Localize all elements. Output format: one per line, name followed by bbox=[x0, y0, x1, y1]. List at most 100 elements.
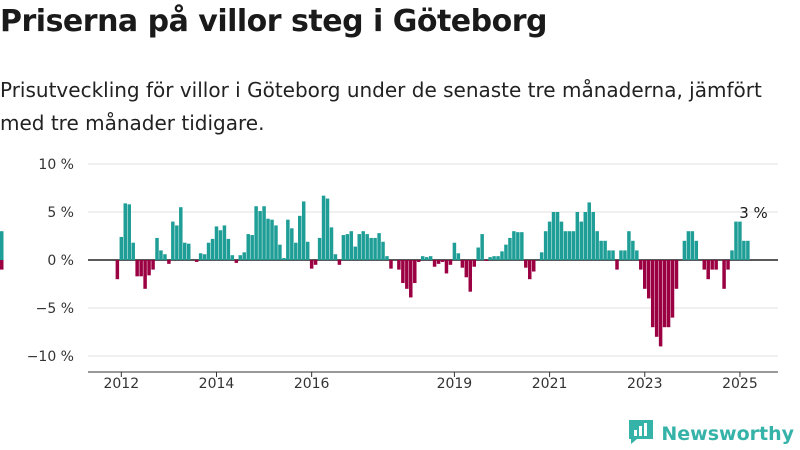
bar bbox=[270, 219, 274, 260]
bar bbox=[746, 240, 750, 260]
bar bbox=[151, 260, 155, 270]
bar bbox=[738, 221, 742, 260]
bar bbox=[472, 260, 476, 267]
bar bbox=[230, 255, 235, 260]
bar bbox=[361, 231, 365, 260]
bar bbox=[357, 234, 361, 260]
bar bbox=[524, 260, 528, 268]
bar bbox=[448, 260, 453, 265]
bar bbox=[650, 260, 655, 328]
bar bbox=[147, 260, 151, 276]
bar bbox=[658, 260, 663, 347]
bar bbox=[159, 250, 163, 260]
bar bbox=[290, 228, 294, 260]
bar bbox=[662, 260, 667, 328]
bar bbox=[420, 256, 425, 260]
bar bbox=[575, 212, 580, 260]
bar bbox=[742, 240, 746, 260]
bar bbox=[627, 231, 631, 260]
bar bbox=[694, 240, 699, 260]
newsworthy-logo[interactable]: Newsworthy bbox=[628, 420, 794, 448]
bar bbox=[238, 255, 243, 260]
bar bbox=[476, 247, 480, 260]
bar bbox=[0, 231, 4, 260]
bar bbox=[559, 221, 564, 260]
bar bbox=[389, 260, 393, 269]
bar bbox=[246, 234, 250, 260]
y-tick-label: 10 % bbox=[38, 157, 74, 173]
bar bbox=[266, 218, 270, 260]
bar bbox=[163, 254, 167, 260]
bar bbox=[115, 260, 120, 280]
bars bbox=[0, 195, 750, 347]
bar bbox=[127, 204, 131, 260]
bar bbox=[611, 250, 615, 260]
bar bbox=[214, 226, 219, 260]
bar bbox=[603, 240, 607, 260]
bar bbox=[349, 231, 354, 260]
bar bbox=[460, 260, 465, 268]
bar bbox=[409, 260, 413, 298]
bar bbox=[734, 221, 738, 260]
bar bbox=[194, 260, 199, 262]
bar bbox=[0, 260, 4, 270]
bar bbox=[202, 254, 207, 260]
bar bbox=[123, 203, 128, 260]
bar bbox=[607, 250, 611, 260]
bar bbox=[278, 244, 282, 260]
bar bbox=[179, 207, 183, 260]
bar bbox=[512, 231, 516, 260]
bar bbox=[563, 231, 568, 260]
bar bbox=[567, 231, 572, 260]
bar bbox=[452, 242, 457, 260]
bar bbox=[500, 251, 504, 260]
bar bbox=[171, 221, 175, 260]
bar bbox=[333, 254, 338, 260]
x-tick-label: 2025 bbox=[722, 376, 758, 392]
bar bbox=[206, 242, 211, 260]
bar bbox=[167, 260, 171, 264]
bar bbox=[405, 260, 409, 289]
bar bbox=[599, 240, 603, 260]
bar bbox=[274, 225, 278, 260]
bar bbox=[119, 236, 124, 260]
bar bbox=[183, 242, 187, 260]
x-tick-label: 2012 bbox=[103, 376, 139, 392]
bar bbox=[547, 221, 552, 260]
bar bbox=[329, 227, 334, 260]
bar bbox=[262, 206, 266, 260]
bar bbox=[385, 256, 389, 260]
bar bbox=[341, 235, 346, 260]
bar bbox=[702, 260, 706, 270]
bar bbox=[639, 260, 643, 270]
bar bbox=[555, 212, 560, 260]
y-tick-label: −10 % bbox=[27, 349, 74, 365]
bar bbox=[365, 234, 369, 260]
bar bbox=[143, 260, 147, 289]
bar bbox=[504, 244, 508, 260]
bar bbox=[381, 241, 385, 260]
bar bbox=[595, 231, 599, 260]
x-axis bbox=[88, 371, 778, 377]
latest-value-annotation: 3 % bbox=[739, 204, 768, 222]
bar bbox=[714, 260, 718, 270]
bar bbox=[615, 260, 619, 270]
x-tick-label: 2023 bbox=[627, 376, 663, 392]
bar bbox=[726, 260, 730, 270]
x-tick-label: 2016 bbox=[294, 376, 330, 392]
bar bbox=[551, 212, 556, 260]
bar bbox=[706, 260, 710, 280]
bar bbox=[175, 225, 179, 260]
bar bbox=[321, 195, 326, 260]
bar bbox=[397, 260, 401, 270]
bar bbox=[690, 231, 695, 260]
bar bbox=[353, 246, 358, 260]
bar bbox=[468, 260, 473, 292]
bar bbox=[571, 231, 576, 260]
bar bbox=[305, 241, 310, 260]
bar bbox=[635, 250, 639, 260]
bar bbox=[646, 260, 651, 299]
bar bbox=[488, 257, 492, 260]
bar bbox=[532, 260, 536, 272]
bar bbox=[135, 260, 139, 277]
